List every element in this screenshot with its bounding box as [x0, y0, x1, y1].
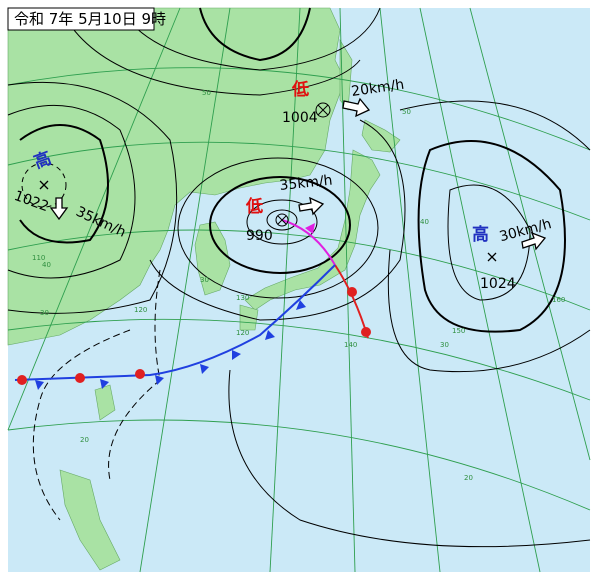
movement-arrow — [521, 231, 547, 251]
grid-label: 50 — [202, 89, 211, 97]
low-center — [315, 102, 331, 118]
isobar — [119, 7, 381, 71]
grid-label: 50 — [402, 108, 411, 116]
low-center — [277, 215, 287, 225]
grid-label: 120 — [134, 306, 147, 314]
title-box — [7, 7, 155, 31]
cold-front — [14, 264, 336, 381]
grid-label: 30 — [40, 309, 49, 317]
warm-front-mark — [347, 287, 357, 297]
warm-front-mark — [17, 375, 27, 385]
high-center — [39, 180, 49, 190]
movement-arrow — [49, 197, 69, 221]
korea — [194, 221, 231, 296]
grid-label: 40 — [420, 218, 429, 226]
grid-label: 110 — [32, 254, 45, 262]
system-symbol: 低 — [291, 79, 309, 100]
honshu — [244, 149, 381, 311]
pressure-label: 1024 — [480, 276, 516, 292]
grid-label: 140 — [344, 341, 357, 349]
isobar — [228, 369, 591, 548]
latitude-line — [7, 141, 591, 221]
isobar — [447, 184, 531, 301]
isobar — [266, 209, 298, 231]
isobar — [7, 81, 178, 314]
warm-front-mark — [361, 327, 371, 337]
isobar — [19, 124, 109, 244]
grid-label: 40 — [42, 261, 51, 269]
longitude-line — [419, 7, 541, 573]
grid-label: 130 — [236, 294, 249, 302]
title: 令和 7年 5月10日 9時 — [14, 10, 166, 28]
system-symbol: 高 — [31, 148, 54, 174]
isobar — [209, 176, 351, 274]
longitude-line — [269, 7, 301, 573]
longitude-line — [379, 7, 441, 573]
high-center — [487, 252, 497, 262]
sakhalin — [339, 38, 353, 111]
longitude-line — [139, 7, 231, 573]
pressure-label: 1004 — [282, 110, 318, 126]
grid-label: 160 — [552, 296, 565, 304]
warm-front-mark — [75, 373, 85, 383]
pressure-label: 990 — [246, 228, 273, 244]
system-symbol: 低 — [245, 196, 263, 217]
system-symbol: 高 — [472, 224, 489, 245]
grid-label: 20 — [464, 474, 473, 482]
taiwan — [94, 384, 116, 421]
grid-label: 120 — [236, 329, 249, 337]
isobar-dashed — [21, 162, 67, 208]
grid-label: 30 — [440, 341, 449, 349]
isobar — [59, 7, 361, 96]
latitude-line — [7, 419, 591, 511]
grid-label: 150 — [452, 327, 465, 335]
isobar — [177, 157, 379, 299]
isobar — [199, 7, 311, 62]
grid-label: 20 — [80, 436, 89, 444]
warm-front-mark — [135, 369, 145, 379]
speed-label: 20km/h — [350, 77, 405, 100]
low-center — [317, 104, 329, 116]
philippines — [59, 469, 121, 571]
isobar — [149, 119, 406, 321]
movement-arrow — [298, 196, 325, 216]
latitude-line — [7, 229, 591, 311]
isobar — [7, 104, 136, 279]
latitude-line — [7, 318, 591, 401]
low-center — [275, 213, 289, 227]
occluded-front-mark — [305, 223, 315, 234]
movement-arrow — [342, 97, 371, 118]
grid-label: 30 — [200, 276, 209, 284]
isobar — [387, 100, 591, 373]
isobar — [246, 199, 318, 245]
isobar — [417, 140, 566, 333]
latitude-line — [7, 67, 591, 151]
speed-label: 35km/h — [279, 173, 334, 194]
